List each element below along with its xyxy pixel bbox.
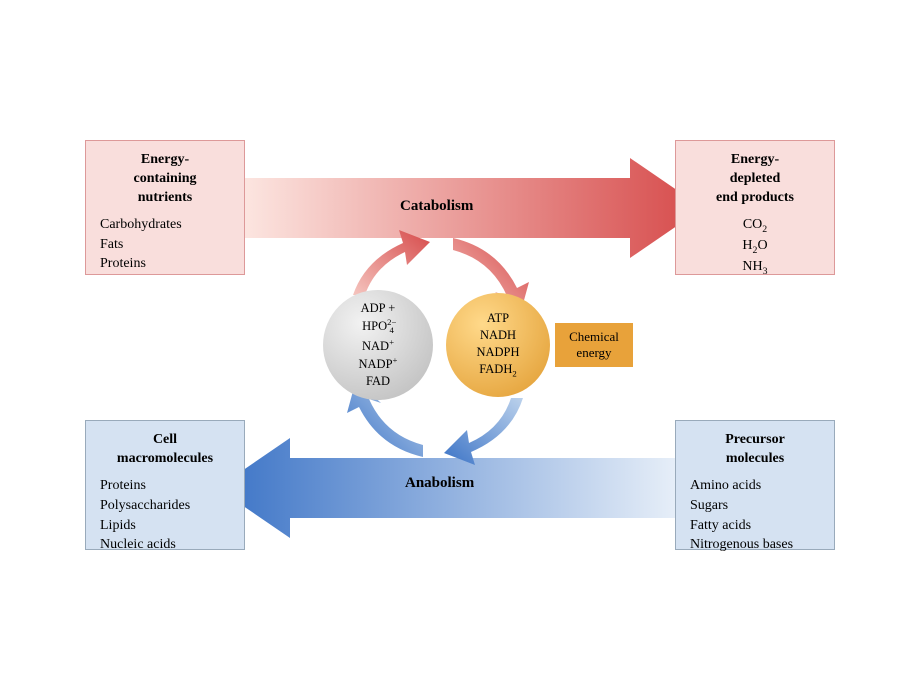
energy-depleted-box: Energy- depleted end products CO2 H2O NH…	[675, 140, 835, 275]
box-items: Carbohydrates Fats Proteins	[100, 216, 230, 275]
anabolism-label: Anabolism	[405, 475, 474, 492]
adp-circle: ADP + HPO2−4NAD+NADP+FAD	[323, 290, 433, 400]
precursor-molecules-box: Precursor molecules Amino acids Sugars F…	[675, 420, 835, 550]
catabolism-label: Catabolism	[400, 198, 473, 215]
energy-nutrients-box: Energy- containing nutrients Carbohydrat…	[85, 140, 245, 275]
cycle-red-left	[353, 230, 430, 295]
cell-macromolecules-box: Cell macromolecules Proteins Polysacchar…	[85, 420, 245, 550]
box-title: Precursor molecules	[690, 431, 820, 469]
chemical-energy-box: Chemical energy	[555, 323, 633, 367]
box-items: CO2 H2O NH3	[690, 216, 820, 278]
atp-circle: ATPNADHNADPHFADH2	[446, 293, 550, 397]
box-title: Cell macromolecules	[100, 431, 230, 469]
box-title: Energy- depleted end products	[690, 151, 820, 208]
cycle-blue-right	[444, 398, 523, 465]
box-items: Proteins Polysaccharides Lipids Nucleic …	[100, 477, 230, 556]
catabolism-arrow	[245, 158, 703, 258]
box-title: Energy- containing nutrients	[100, 151, 230, 208]
metabolism-diagram: Energy- containing nutrients Carbohydrat…	[85, 140, 835, 570]
box-items: Amino acids Sugars Fatty acids Nitrogeno…	[690, 477, 820, 556]
